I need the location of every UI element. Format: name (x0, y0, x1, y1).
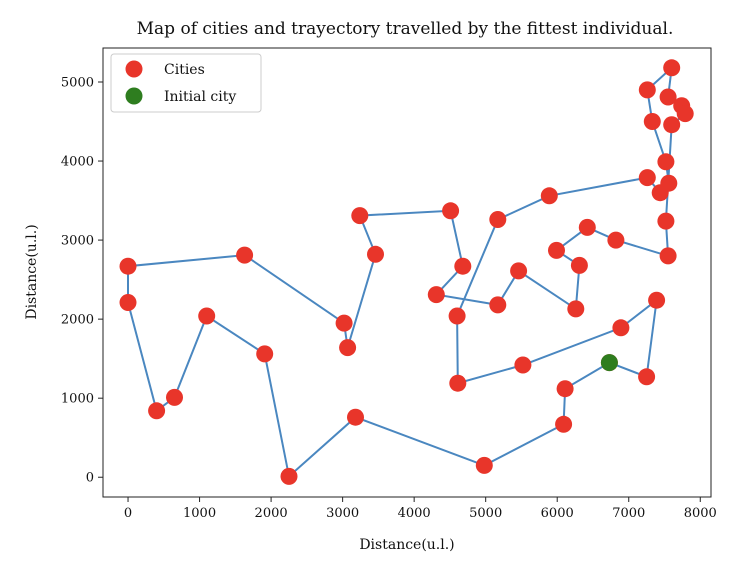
x-tick-label-6000: 6000 (541, 506, 574, 521)
y-tick-label-2000: 2000 (61, 313, 94, 328)
city-point-9 (638, 169, 656, 187)
city-point-16 (659, 88, 677, 106)
city-point-37 (119, 257, 137, 275)
city-point-33 (367, 245, 384, 263)
initial-city-point-0 (600, 354, 618, 372)
city-point-47 (556, 380, 574, 398)
y-tick-label-5000: 5000 (61, 75, 94, 90)
city-point-24 (548, 241, 565, 259)
city-point-14 (638, 81, 656, 99)
y-axis-ticks: 0 1000 2000 3000 4000 5000 (61, 75, 103, 486)
city-point-23 (578, 218, 596, 236)
city-point-29 (427, 286, 445, 304)
chart-title: Map of cities and trayectory travelled b… (137, 19, 674, 39)
city-point-19 (663, 116, 681, 134)
city-point-1 (638, 368, 656, 386)
plot-area-frame (102, 47, 712, 498)
city-point-27 (510, 262, 528, 280)
city-point-44 (347, 408, 364, 426)
x-axis-ticks: 0 1000 2000 3000 4000 5000 6000 7000 8000 (124, 497, 717, 521)
city-point-7 (489, 211, 507, 228)
city-point-26 (567, 300, 585, 318)
y-axis-label: Distance(u.l.) (24, 224, 40, 319)
city-point-32 (351, 207, 369, 225)
x-tick-label-2000: 2000 (255, 506, 288, 521)
city-point-34 (339, 339, 357, 357)
x-tick-label-4000: 4000 (398, 506, 431, 521)
points-layer (119, 59, 694, 485)
city-point-11 (660, 174, 678, 192)
x-tick-label-5000: 5000 (469, 506, 502, 521)
city-point-38 (119, 294, 137, 311)
city-point-45 (475, 456, 493, 474)
legend-marker-cities (125, 60, 143, 78)
legend-marker-initial-city (125, 87, 143, 105)
city-point-28 (489, 296, 507, 314)
y-tick-label-1000: 1000 (61, 392, 94, 407)
city-point-30 (454, 257, 472, 275)
legend-label-cities: Cities (164, 62, 205, 78)
city-point-6 (448, 307, 466, 325)
y-tick-label-0: 0 (86, 471, 94, 486)
x-tick-label-8000: 8000 (684, 506, 717, 521)
y-tick-label-3000: 3000 (61, 234, 94, 249)
city-point-31 (442, 202, 460, 220)
city-point-5 (449, 374, 467, 392)
city-point-35 (335, 314, 353, 332)
x-tick-label-1000: 1000 (183, 506, 216, 521)
city-point-21 (659, 247, 677, 265)
city-point-25 (570, 256, 588, 274)
city-point-20 (657, 212, 675, 230)
x-tick-label-7000: 7000 (612, 506, 645, 521)
legend-box (110, 53, 262, 113)
city-point-46 (555, 415, 573, 433)
city-point-13 (643, 113, 661, 130)
city-point-3 (612, 319, 630, 337)
city-point-18 (676, 105, 694, 123)
city-point-2 (648, 291, 666, 309)
city-point-41 (198, 307, 216, 325)
city-point-22 (607, 231, 625, 249)
city-point-42 (256, 345, 274, 363)
city-point-36 (236, 246, 254, 264)
x-axis-label: Distance(u.l.) (359, 537, 454, 553)
city-point-39 (148, 402, 166, 420)
x-tick-label-0: 0 (124, 506, 132, 521)
city-point-12 (657, 153, 675, 171)
x-tick-label-3000: 3000 (326, 506, 359, 521)
city-point-8 (540, 187, 558, 205)
city-point-40 (166, 388, 183, 406)
city-point-4 (514, 356, 532, 374)
legend: Cities Initial city (110, 53, 262, 113)
city-point-43 (280, 467, 298, 485)
city-point-15 (663, 59, 681, 77)
y-tick-label-4000: 4000 (61, 155, 94, 170)
legend-label-initial-city: Initial city (164, 89, 236, 105)
